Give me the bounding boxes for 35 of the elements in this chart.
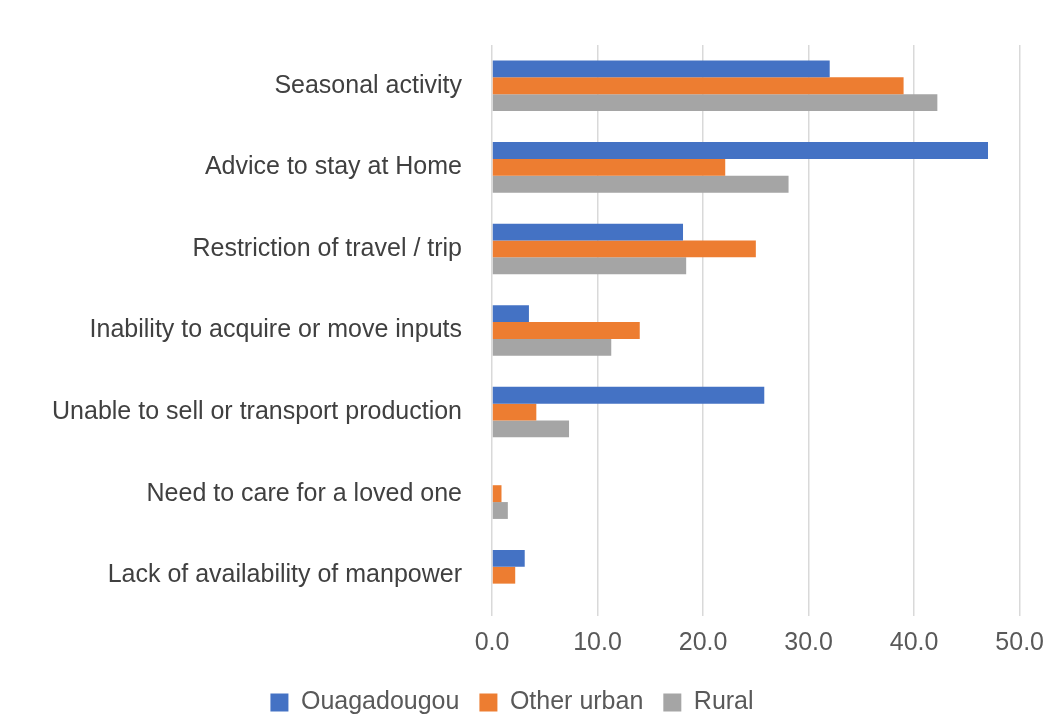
bar [492,257,687,275]
bar [492,386,765,404]
bar [492,77,904,95]
legend-label: Ouagadougou [300,686,460,715]
bar [492,322,640,339]
bar [492,175,789,193]
y-tick-label: Lack of availability of manpower [107,559,462,588]
y-tick-label: Seasonal activity [274,69,463,98]
legend-label: Rural [693,686,754,715]
bar [492,502,508,519]
x-tick-label: 30.0 [784,626,833,655]
x-tick-label: 20.0 [678,626,728,655]
bar [492,549,525,567]
bar [492,223,684,241]
bar [492,94,938,112]
x-tick-label: 0.0 [474,626,510,655]
y-tick-label: Inability to acquire or move inputs [89,314,462,343]
bar [492,240,756,258]
bar [492,158,726,176]
bar [492,566,516,584]
y-tick-label: Unable to sell or transport production [52,395,462,424]
bar [492,305,529,323]
bar [492,338,612,356]
x-tick-label: 10.0 [573,626,622,655]
x-tick-label: 50.0 [995,626,1045,655]
legend-label: Other urban [509,686,644,715]
y-tick-label: Advice to stay at Home [204,151,462,180]
x-tick-label: 40.0 [889,626,939,655]
bar [492,403,537,421]
bar [492,60,830,78]
bar [492,142,989,159]
bar [492,420,570,438]
y-tick-label: Restriction of travel / trip [192,232,462,261]
bar [492,485,502,503]
y-tick-label: Need to care for a loved one [146,477,462,506]
